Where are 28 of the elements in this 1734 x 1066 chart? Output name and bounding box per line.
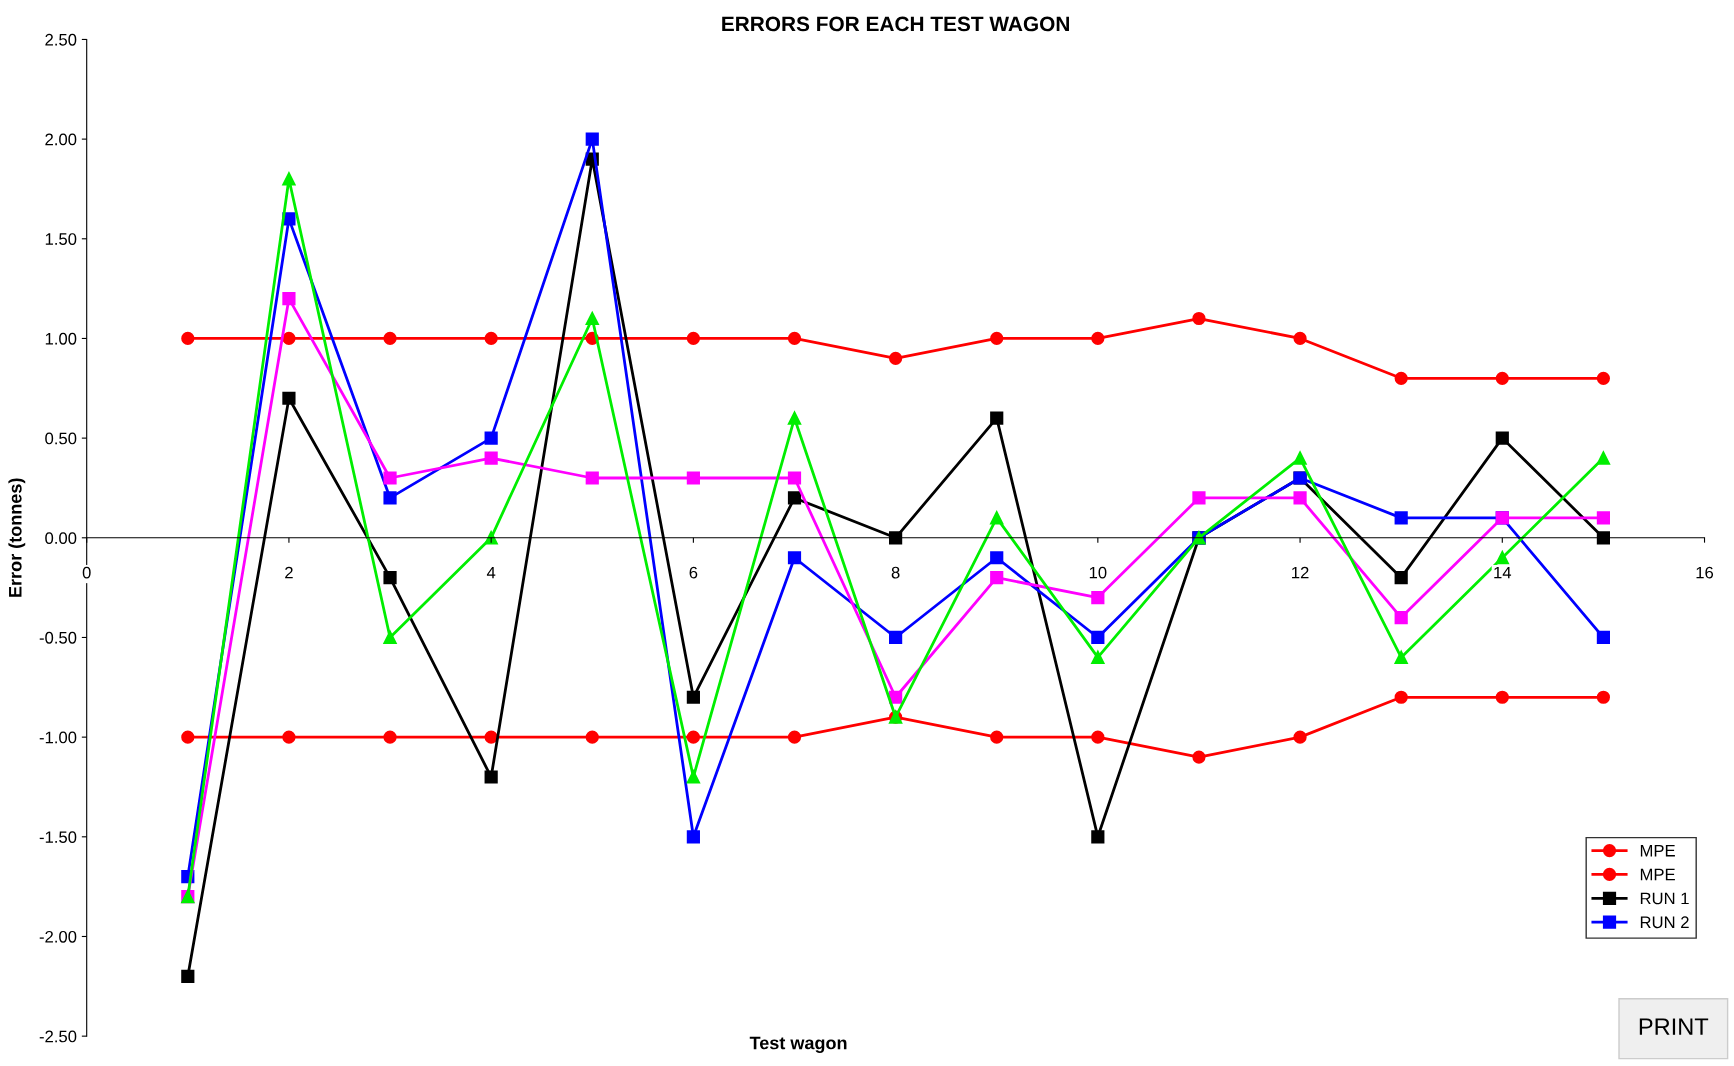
x-tick-label: 2 — [285, 566, 293, 579]
y-tick-label: -1.50 — [39, 831, 77, 844]
y-tick-label: 1.50 — [45, 233, 77, 245]
y-axis-title: Error (tonnes) — [8, 478, 26, 597]
chart-title: ERRORS FOR EACH TEST WAGON — [722, 16, 1069, 32]
x-tick-label: 0 — [82, 566, 91, 579]
x-tick-label: 14 — [1494, 566, 1512, 579]
y-tick-label: 0.50 — [45, 432, 77, 445]
legend-label: RUN 1 — [1640, 892, 1689, 905]
y-tick-label: 2.00 — [45, 133, 77, 146]
y-tick-label: -2.00 — [39, 930, 77, 943]
y-tick-label: 2.50 — [45, 33, 77, 46]
y-tick-label: 1.00 — [45, 332, 77, 345]
y-tick-label: -0.50 — [39, 631, 77, 644]
y-tick-label: 0.00 — [45, 532, 77, 544]
x-tick-label: 12 — [1292, 566, 1309, 579]
x-tick-label: 6 — [689, 566, 698, 579]
x-axis-title: Test wagon — [749, 1036, 847, 1053]
annotation: PRINT — [1639, 1018, 1709, 1035]
legend-label: RUN 2 — [1640, 916, 1689, 929]
x-tick-label: 16 — [1696, 566, 1714, 579]
legend-label: MPE — [1640, 844, 1675, 857]
y-tick-label: -1.00 — [39, 731, 77, 744]
legend-label: MPE — [1640, 868, 1675, 881]
x-tick-label: 10 — [1089, 566, 1107, 579]
x-tick-label: 8 — [891, 566, 900, 579]
x-tick-label: 4 — [486, 566, 496, 579]
y-tick-label: -2.50 — [39, 1030, 77, 1043]
